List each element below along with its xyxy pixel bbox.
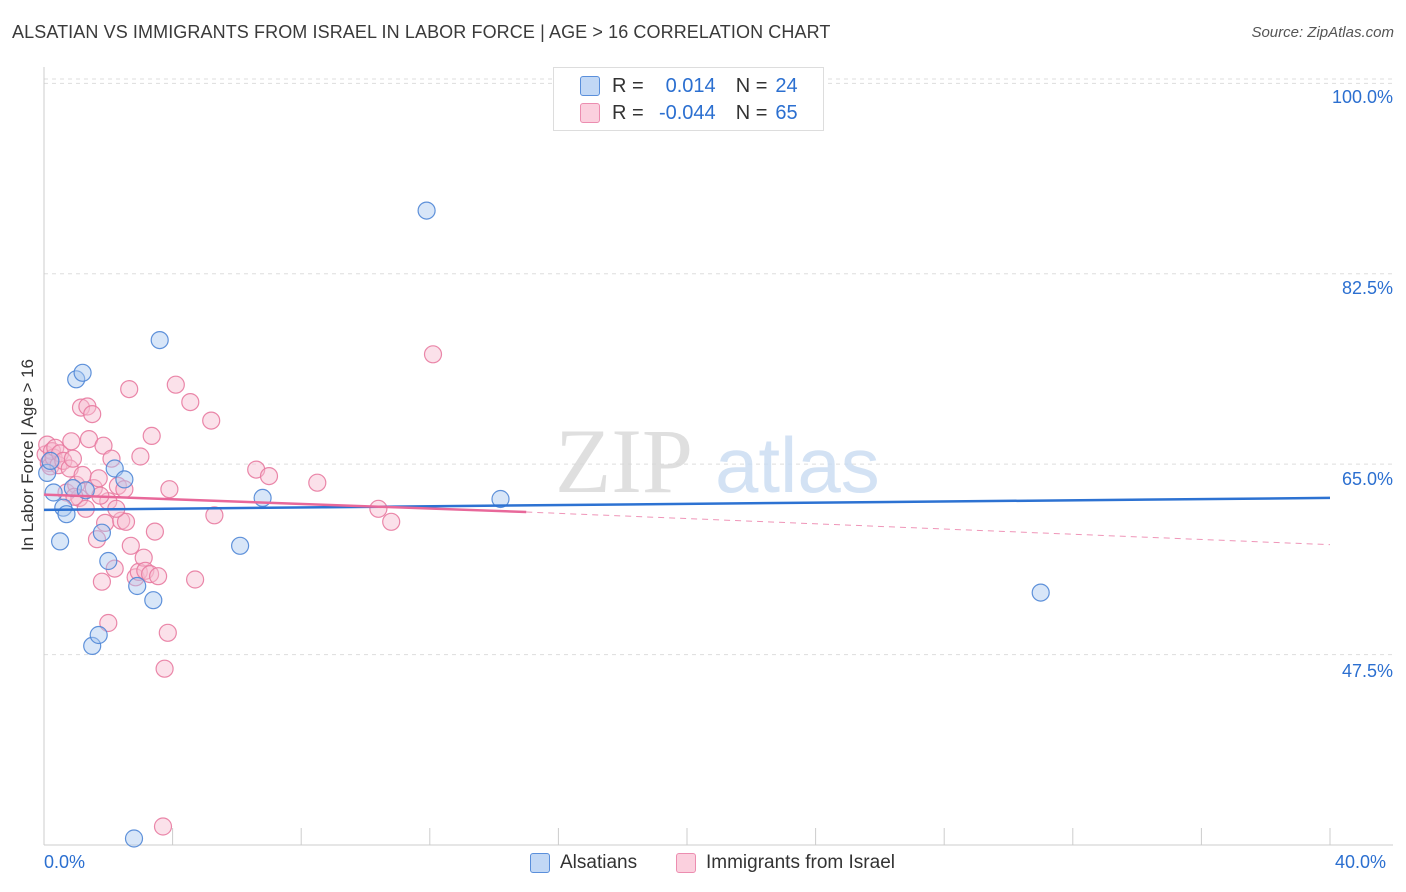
n-value: 65	[775, 101, 798, 124]
data-point-israel	[120, 380, 139, 399]
data-point-israel	[382, 512, 401, 531]
r-value: -0.044	[658, 101, 716, 124]
data-point-israel	[105, 559, 124, 578]
data-point-israel	[202, 411, 221, 430]
legend-item-alsatians[interactable]: Alsatians	[530, 852, 637, 874]
series-legend: Alsatians Immigrants from Israel	[0, 852, 1406, 878]
data-point-israel	[94, 436, 113, 455]
data-point-alsatians	[50, 532, 70, 551]
watermark-atlas: atlas	[715, 421, 880, 509]
source-label: Source: ZipAtlas.com	[1251, 24, 1394, 41]
data-point-israel	[92, 572, 112, 591]
data-point-israel	[423, 345, 443, 364]
n-label: N =	[735, 101, 768, 124]
y-tick-label: 65.0%	[1341, 469, 1393, 489]
data-point-alsatians	[83, 636, 102, 656]
n-value: 24	[775, 74, 798, 97]
y-axis-label: In Labor Force | Age > 16	[18, 358, 37, 552]
trend-line-israel	[43, 493, 527, 514]
data-point-alsatians	[144, 591, 163, 610]
data-point-israel	[129, 562, 148, 582]
data-point-alsatians	[57, 505, 76, 524]
data-point-alsatians	[417, 201, 436, 220]
stats-row-israel: R = -0.044 N = 65	[580, 101, 798, 125]
data-point-israel	[145, 522, 164, 541]
watermark: ZIP atlas	[555, 410, 880, 512]
watermark-zip: ZIP	[555, 410, 693, 512]
data-point-alsatians	[231, 536, 250, 555]
data-point-israel	[102, 449, 121, 468]
data-point-alsatians	[128, 576, 147, 596]
data-point-israel	[149, 567, 168, 586]
r-value: 0.014	[665, 74, 716, 97]
data-point-israel	[95, 513, 115, 533]
data-point-alsatians	[99, 551, 118, 571]
data-point-alsatians	[1031, 583, 1050, 602]
data-point-alsatians	[150, 331, 169, 350]
data-point-israel	[158, 623, 177, 642]
data-point-alsatians	[76, 481, 95, 500]
data-point-israel	[71, 398, 91, 417]
data-point-israel	[142, 426, 161, 445]
r-label: R =	[612, 74, 644, 97]
israel-swatch	[676, 853, 696, 873]
data-point-israel	[166, 375, 185, 394]
data-point-alsatians	[115, 470, 134, 489]
legend-item-israel[interactable]: Immigrants from Israel	[676, 852, 895, 874]
data-point-alsatians	[67, 370, 86, 389]
data-point-alsatians	[491, 489, 510, 509]
trend-line-alsatians	[43, 496, 1331, 512]
data-point-israel	[131, 447, 150, 466]
data-point-israel	[186, 570, 205, 589]
data-point-alsatians	[41, 451, 60, 470]
alsatians-swatch	[580, 76, 600, 96]
y-tick-label: 100.0%	[1331, 87, 1393, 107]
data-point-israel	[308, 473, 327, 492]
stats-row-alsatians: R = 0.014 N = 24	[580, 74, 798, 98]
chart-title: ALSATIAN VS IMMIGRANTS FROM ISRAEL IN LA…	[12, 22, 831, 42]
data-point-israel	[99, 613, 118, 633]
data-point-israel	[121, 536, 140, 555]
data-point-alsatians	[73, 363, 92, 382]
israel-swatch	[580, 103, 600, 123]
data-point-israel	[62, 432, 81, 451]
data-point-alsatians	[44, 483, 63, 502]
data-point-israel	[153, 817, 173, 836]
trend-line-israel-extension	[526, 511, 1331, 546]
alsatians-swatch	[530, 853, 550, 873]
data-point-israel	[160, 480, 179, 499]
x-tick-label-max: 40.0%	[1335, 852, 1387, 872]
data-point-alsatians	[89, 625, 108, 645]
data-point-alsatians	[38, 463, 57, 482]
data-point-israel	[116, 512, 136, 531]
r-label: R =	[612, 101, 644, 124]
x-tick-label-min: 0.0%	[44, 852, 86, 872]
stats-legend: R = 0.014 N = 24 R = -0.044 N = 65	[553, 67, 824, 131]
data-point-alsatians	[92, 523, 112, 542]
data-point-israel	[134, 548, 153, 567]
legend-label: Alsatians	[560, 852, 638, 873]
data-point-israel	[181, 393, 200, 412]
data-point-israel	[63, 449, 83, 468]
data-point-israel	[155, 659, 174, 678]
y-tick-label: 47.5%	[1341, 661, 1393, 681]
data-point-israel	[205, 506, 224, 525]
data-point-israel	[259, 467, 279, 486]
data-point-israel	[369, 499, 388, 518]
y-tick-label: 82.5%	[1341, 278, 1393, 298]
data-point-alsatians	[124, 829, 144, 848]
n-label: N =	[735, 74, 768, 97]
data-point-israel	[83, 405, 102, 424]
data-point-israel	[89, 469, 108, 488]
legend-label: Immigrants from Israel	[706, 852, 895, 873]
